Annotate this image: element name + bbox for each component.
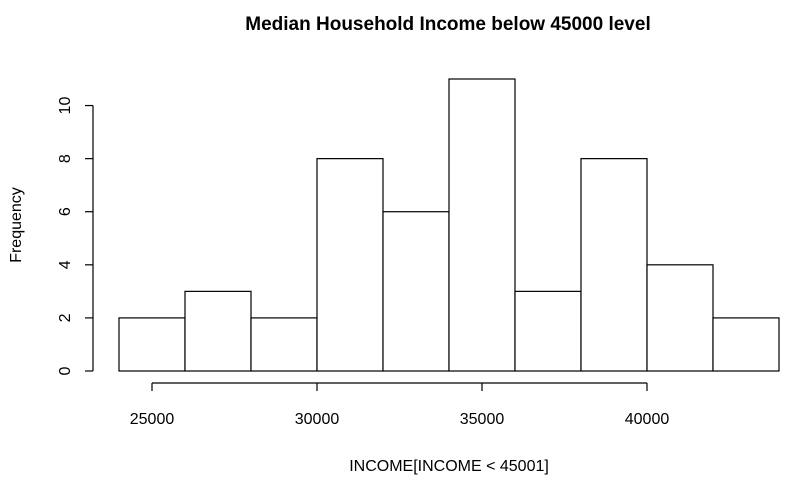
y-tick-label-5: 10: [57, 97, 74, 115]
y-axis: 0 2 4 6 8 10: [57, 97, 94, 375]
x-axis: 25000 30000 35000 40000: [130, 382, 670, 428]
bars-group: [118, 78, 780, 372]
x-tick-label-1: 30000: [295, 411, 340, 428]
histogram-bar-8: [646, 264, 714, 372]
x-tick-label-2: 35000: [460, 411, 505, 428]
histogram-bar-2: [250, 317, 318, 372]
histogram-bar-7: [580, 158, 648, 372]
chart-title: Median Household Income below 45000 leve…: [245, 14, 650, 35]
histogram-bar-3: [316, 158, 384, 372]
y-tick-label-3: 6: [57, 207, 74, 216]
y-tick-label-4: 8: [57, 154, 74, 163]
histogram-bar-5: [448, 78, 516, 372]
y-tick-label-1: 2: [57, 313, 74, 322]
y-tick-label-2: 4: [57, 260, 74, 269]
histogram-bar-0: [118, 317, 186, 372]
histogram-bar-9: [712, 317, 780, 372]
y-tick-label-0: 0: [57, 366, 74, 375]
histogram-bar-6: [514, 290, 582, 372]
histogram-bar-4: [382, 211, 450, 372]
x-tick-label-0: 25000: [130, 411, 175, 428]
y-axis-label: Frequency: [8, 187, 25, 263]
x-tick-label-3: 40000: [625, 411, 670, 428]
histogram-bar-1: [184, 290, 252, 372]
x-axis-label: INCOME[INCOME < 45001]: [349, 458, 549, 475]
